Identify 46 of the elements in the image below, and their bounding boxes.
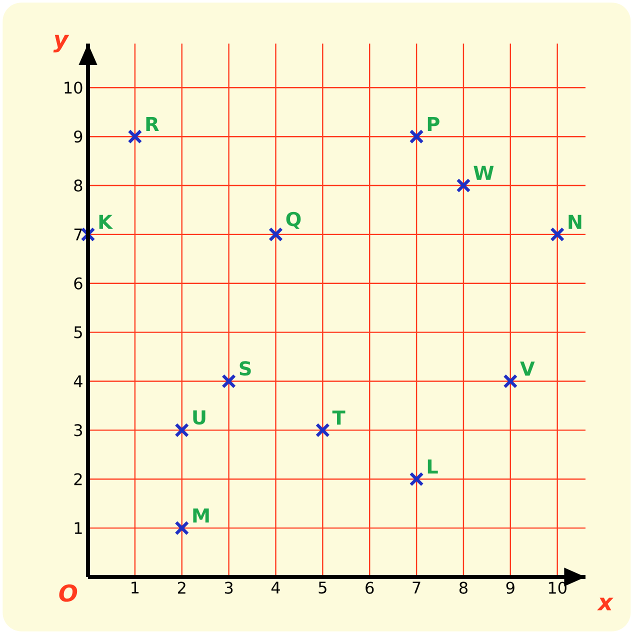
point (221, 374, 236, 389)
annotation: P (428, 117, 440, 131)
point (268, 227, 283, 242)
y-tick-label: 10 (64, 82, 82, 94)
x-tick-label: 7 (412, 582, 420, 594)
y-tick-label: 8 (74, 179, 82, 192)
point (128, 129, 142, 144)
x-tick-label: 5 (318, 582, 326, 594)
point (409, 472, 424, 486)
x-tick-label: 3 (224, 582, 232, 594)
annotation: L (428, 460, 438, 474)
annotation: U (193, 410, 206, 425)
y-tick-label: 6 (74, 277, 82, 290)
annotation: S (240, 361, 251, 376)
annotation: Q (286, 212, 301, 229)
annotation: V (520, 362, 535, 376)
y-tick-label: 3 (74, 424, 82, 436)
y-tick-label: 1 (74, 522, 82, 534)
annotation: K (99, 214, 113, 229)
point (456, 178, 471, 193)
point (80, 227, 96, 242)
annotation: M (193, 508, 209, 522)
x-tick-label: 4 (271, 582, 280, 594)
point (174, 520, 189, 536)
y-tick-label: 5 (74, 326, 82, 338)
x-tick-label: 8 (459, 582, 468, 594)
x-tick-label: 2 (178, 582, 186, 594)
point (409, 129, 424, 144)
text: O (59, 584, 77, 602)
y-tick-label: 9 (74, 130, 82, 143)
x-axis-title: x (596, 598, 614, 610)
annotation: R (146, 117, 159, 131)
point (315, 422, 330, 438)
y-tick-label: 2 (74, 473, 82, 486)
x-tick-label: 6 (365, 582, 374, 594)
annotation: T (332, 410, 346, 425)
annotation: N (568, 214, 582, 229)
y-axis-title: y (53, 34, 70, 52)
y-tick-label: 7 (74, 228, 82, 240)
point (174, 422, 189, 438)
annotation: W (473, 166, 494, 180)
x-tick-label: 1 (131, 582, 138, 594)
x-tick-label: 9 (506, 582, 514, 594)
y-tick-label: 4 (74, 375, 82, 388)
point (550, 227, 564, 242)
point (502, 374, 518, 389)
